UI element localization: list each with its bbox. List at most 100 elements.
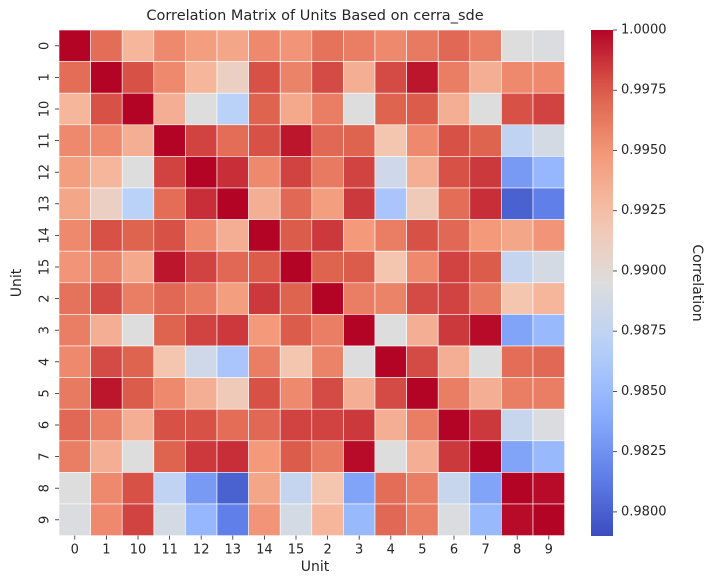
heatmap-cell xyxy=(248,219,281,252)
heatmap-cell xyxy=(501,503,534,536)
heatmap-cell xyxy=(311,219,344,252)
x-tick-label: 15 xyxy=(288,543,305,558)
y-tick-label: 13 xyxy=(38,196,53,213)
heatmap-cell xyxy=(248,408,281,442)
heatmap-cell xyxy=(153,124,186,157)
heatmap-cell xyxy=(532,250,565,284)
heatmap-cell xyxy=(279,156,313,189)
heatmap-cell xyxy=(153,29,186,62)
heatmap-cell xyxy=(279,377,313,410)
y-tick-label: 4 xyxy=(38,358,53,366)
heatmap-cell xyxy=(90,61,123,94)
heatmap-cell xyxy=(532,408,565,442)
heatmap-cell xyxy=(248,282,281,315)
heatmap-cell xyxy=(343,282,376,315)
heatmap-cell xyxy=(343,345,376,378)
heatmap-cell xyxy=(406,29,439,62)
x-tick-label: 11 xyxy=(161,543,178,558)
heatmap-cell xyxy=(469,124,502,157)
heatmap-cell xyxy=(343,472,376,505)
heatmap-cell xyxy=(153,472,186,505)
heatmap-cell xyxy=(469,472,502,505)
x-tick-label: 10 xyxy=(130,543,147,558)
heatmap-cell xyxy=(469,187,502,220)
heatmap-cell xyxy=(469,219,502,252)
heatmap-cell xyxy=(311,156,344,189)
heatmap-cell xyxy=(469,282,502,315)
heatmap-cell xyxy=(153,377,186,410)
heatmap-cell xyxy=(469,92,502,126)
x-tick-label: 2 xyxy=(323,543,331,558)
heatmap-cell xyxy=(216,124,249,157)
heatmap-cell xyxy=(343,92,376,126)
heatmap-cell xyxy=(121,503,155,536)
heatmap-cell xyxy=(374,472,407,505)
heatmap-cell xyxy=(501,377,534,410)
x-tick-label: 13 xyxy=(225,543,242,558)
heatmap-cell xyxy=(185,219,218,252)
heatmap-cell xyxy=(374,377,407,410)
heatmap-cell xyxy=(406,408,439,442)
heatmap-cell xyxy=(437,440,471,473)
heatmap-cell xyxy=(279,124,313,157)
heatmap-cell xyxy=(121,156,155,189)
heatmap-cell xyxy=(343,314,376,347)
heatmap-cell xyxy=(343,124,376,157)
y-tick-label: 2 xyxy=(38,294,53,302)
heatmap-cell xyxy=(343,187,376,220)
heatmap-cell xyxy=(279,408,313,442)
heatmap-cell xyxy=(121,314,155,347)
x-tick-label: 14 xyxy=(256,543,273,558)
heatmap-cell xyxy=(153,408,186,442)
heatmap-cell xyxy=(406,377,439,410)
heatmap-cell xyxy=(532,29,565,62)
heatmap-cell xyxy=(153,250,186,284)
heatmap-cell xyxy=(248,156,281,189)
heatmap-cell xyxy=(469,440,502,473)
heatmap-cell xyxy=(374,92,407,126)
x-tick-label: 12 xyxy=(193,543,210,558)
heatmap-cell xyxy=(90,156,123,189)
chart-title: Correlation Matrix of Units Based on cer… xyxy=(146,8,483,24)
heatmap-cell xyxy=(532,156,565,189)
x-tick-label: 1 xyxy=(102,543,110,558)
heatmap-cell xyxy=(185,187,218,220)
heatmap-cell xyxy=(153,92,186,126)
heatmap-cell xyxy=(374,250,407,284)
heatmap-cell xyxy=(121,408,155,442)
heatmap-cell xyxy=(501,219,534,252)
heatmap-cell xyxy=(437,124,471,157)
heatmap-cell xyxy=(437,219,471,252)
heatmap-cell xyxy=(248,472,281,505)
heatmap-cell xyxy=(248,250,281,284)
heatmap-cell xyxy=(406,440,439,473)
heatmap-cell xyxy=(248,503,281,536)
heatmap-cell xyxy=(311,408,344,442)
heatmap-cell xyxy=(343,61,376,94)
heatmap-cell xyxy=(469,250,502,284)
heatmap-cell xyxy=(90,472,123,505)
heatmap-cell xyxy=(248,314,281,347)
heatmap-cell xyxy=(185,472,218,505)
heatmap-cells xyxy=(58,29,565,536)
heatmap-cell xyxy=(532,503,565,536)
heatmap-cell xyxy=(406,61,439,94)
heatmap-cell xyxy=(185,92,218,126)
y-tick-label: 5 xyxy=(38,389,53,397)
colorbar-tick-label: 0.9950 xyxy=(621,143,667,158)
heatmap-cell xyxy=(279,29,313,62)
heatmap-cell xyxy=(532,92,565,126)
heatmap-cell xyxy=(437,92,471,126)
colorbar-tick-label: 0.9900 xyxy=(621,263,667,278)
heatmap-cell xyxy=(343,250,376,284)
heatmap-cell xyxy=(185,440,218,473)
heatmap-cell xyxy=(185,124,218,157)
heatmap-cell xyxy=(279,282,313,315)
heatmap-cell xyxy=(279,92,313,126)
heatmap-cell xyxy=(90,250,123,284)
heatmap-cell xyxy=(437,187,471,220)
heatmap-cell xyxy=(437,61,471,94)
heatmap-cell xyxy=(90,440,123,473)
heatmap-cell xyxy=(90,219,123,252)
y-tick-label: 8 xyxy=(38,484,53,492)
